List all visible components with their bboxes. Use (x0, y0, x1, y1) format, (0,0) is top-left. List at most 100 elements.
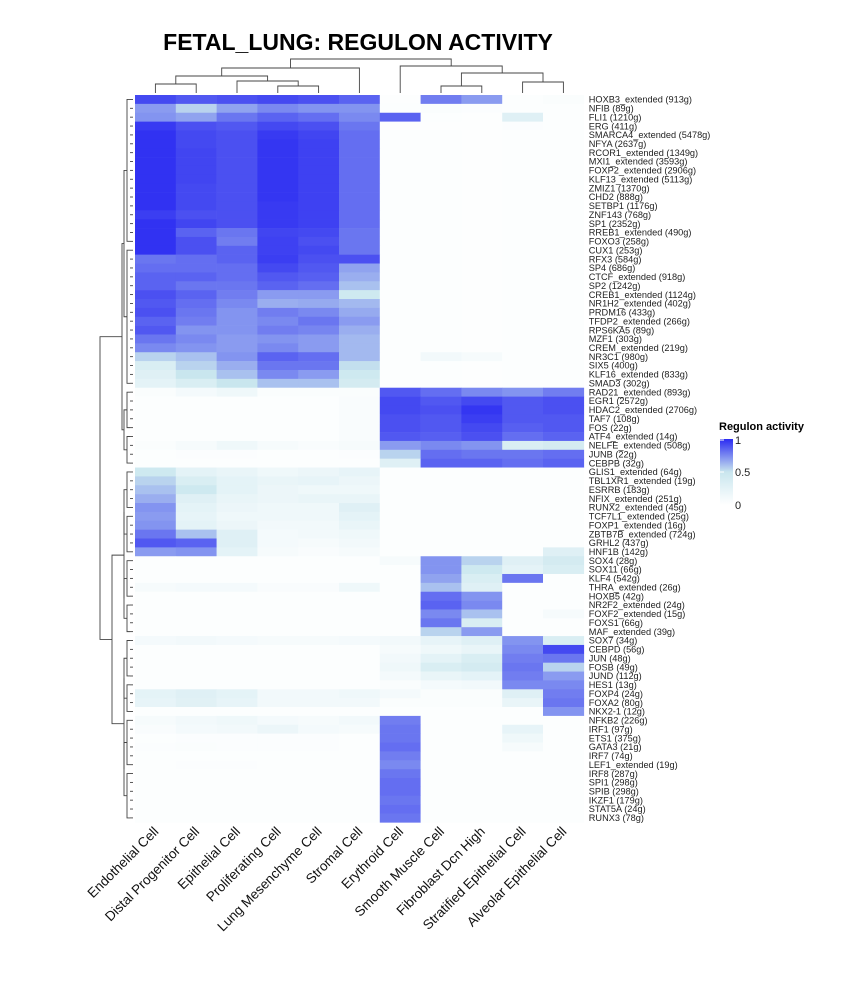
heatmap-cell (502, 786, 544, 797)
row-label: ETS1 (375g) (589, 733, 641, 743)
heatmap-cell (502, 219, 544, 229)
row-label: SP2 (1242g) (589, 281, 641, 291)
heatmap-cell (298, 609, 340, 619)
heatmap-cell (379, 671, 421, 681)
heatmap-cell (339, 219, 381, 229)
heatmap-cell (175, 192, 217, 202)
heatmap-cell (379, 600, 421, 610)
heatmap-cell (461, 316, 503, 326)
heatmap-cell (461, 511, 503, 522)
heatmap-cell (461, 760, 503, 770)
heatmap-cell (175, 591, 217, 601)
heatmap-cell (257, 121, 299, 131)
heatmap-cell (420, 139, 462, 149)
heatmap-cell (420, 760, 462, 770)
heatmap-cell (298, 804, 340, 814)
heatmap-cell (216, 724, 258, 734)
row-label: RPS6KA5 (89g) (589, 325, 654, 335)
heatmap-cell (339, 769, 381, 779)
heatmap-cell (135, 174, 177, 184)
heatmap-cell (135, 352, 177, 362)
heatmap-cell (257, 636, 299, 646)
heatmap-cell (502, 228, 544, 238)
row-label: RUNX3 (78g) (589, 813, 644, 823)
heatmap-cell (420, 573, 462, 584)
heatmap-cell (502, 813, 544, 823)
heatmap-cell (216, 192, 258, 202)
heatmap-cell (502, 192, 544, 202)
heatmap-cell (298, 538, 340, 548)
heatmap-cell (216, 627, 258, 637)
heatmap-cell (298, 644, 340, 655)
heatmap-cell (257, 742, 299, 752)
heatmap-cell (543, 485, 585, 495)
heatmap-cell (135, 316, 177, 326)
heatmap-cell (216, 511, 258, 522)
heatmap-cell (461, 653, 503, 663)
heatmap-cell (216, 121, 258, 131)
heatmap-cell (461, 529, 503, 539)
heatmap-cell (175, 423, 217, 433)
heatmap-cell (298, 698, 340, 708)
heatmap-cell (135, 662, 177, 672)
heatmap-cell (339, 361, 381, 371)
heatmap-cell (298, 795, 340, 805)
heatmap-cell (420, 325, 462, 335)
heatmap-cell (298, 228, 340, 238)
heatmap-cell (216, 689, 258, 699)
heatmap-cell (216, 263, 258, 273)
heatmap-cell (420, 547, 462, 557)
row-label: RREB1_extended (490g) (589, 228, 692, 238)
heatmap-cell (339, 591, 381, 601)
heatmap-cell (175, 228, 217, 238)
heatmap-cell (175, 618, 217, 628)
heatmap-cell (135, 467, 177, 477)
heatmap-cell (420, 529, 462, 539)
heatmap-cell (216, 494, 258, 504)
heatmap-cell (502, 112, 544, 122)
legend-tick-1: 1 (735, 435, 741, 447)
heatmap-cell (135, 671, 177, 681)
heatmap-cell (339, 183, 381, 193)
heatmap-cell (135, 201, 177, 211)
heatmap-cell (502, 307, 544, 318)
heatmap-cell (298, 316, 340, 326)
heatmap-cell (257, 245, 299, 255)
heatmap-cell (339, 325, 381, 335)
heatmap-cell (298, 103, 340, 114)
heatmap-cell (461, 245, 503, 255)
heatmap-cell (175, 343, 217, 353)
heatmap-cell (339, 786, 381, 797)
heatmap-cell (339, 130, 381, 140)
heatmap-cell (339, 343, 381, 353)
heatmap-cell (543, 804, 585, 814)
heatmap-cell (420, 458, 462, 468)
heatmap-cell (257, 387, 299, 397)
row-label: CHD2 (888g) (589, 192, 643, 202)
heatmap-cell (257, 609, 299, 619)
heatmap-cell (175, 440, 217, 451)
heatmap-cell (175, 387, 217, 397)
heatmap-cell (216, 600, 258, 610)
heatmap-cell (135, 609, 177, 619)
heatmap-cell (175, 520, 217, 530)
heatmap-cell (502, 715, 544, 726)
heatmap-cell (339, 485, 381, 495)
heatmap-cell (216, 777, 258, 788)
heatmap-cell (502, 281, 544, 291)
heatmap-cell (216, 556, 258, 566)
heatmap-cell (175, 414, 217, 424)
heatmap-cell (543, 103, 585, 114)
heatmap-cell (461, 547, 503, 557)
heatmap-cell (379, 183, 421, 193)
row-label: MXI1_extended (3593g) (589, 157, 688, 167)
heatmap-cell (502, 121, 544, 131)
heatmap-cell (339, 290, 381, 300)
heatmap-cell (257, 671, 299, 681)
heatmap-cell (461, 467, 503, 477)
heatmap-cell (298, 618, 340, 628)
heatmap-cell (216, 432, 258, 442)
heatmap-cell (339, 715, 381, 726)
heatmap-cell (420, 201, 462, 211)
row-label: FOXP2_extended (2906g) (589, 166, 696, 176)
